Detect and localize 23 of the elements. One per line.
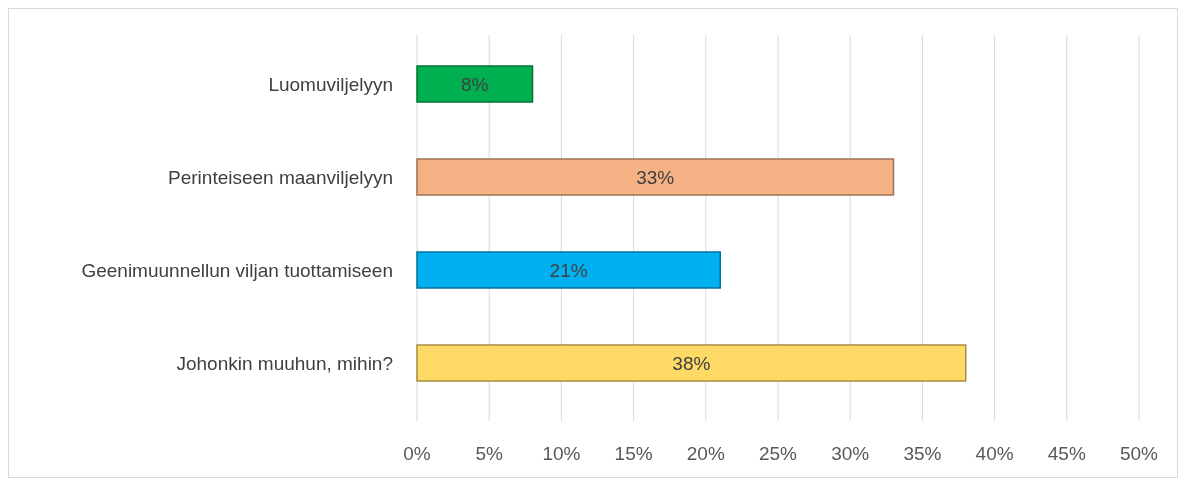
- y-tick-label: Johonkin muuhun, mihin?: [176, 352, 393, 374]
- x-tick-label: 10%: [542, 443, 581, 464]
- bar: [416, 344, 967, 382]
- x-tick-label: 30%: [831, 443, 870, 464]
- data-label: 8%: [461, 73, 489, 95]
- x-tick-label: 50%: [1119, 443, 1159, 464]
- x-tick-label: 20%: [686, 443, 725, 464]
- data-label: 33%: [636, 166, 675, 188]
- data-label: 21%: [549, 259, 588, 281]
- x-tick-label: 15%: [614, 443, 653, 464]
- bar: [416, 251, 721, 289]
- x-tick-label: 25%: [758, 443, 798, 464]
- x-tick-label: 5%: [475, 443, 504, 464]
- x-tick-label: 40%: [975, 443, 1014, 464]
- bar: [416, 65, 534, 103]
- data-label: 38%: [672, 352, 711, 374]
- x-tick-label: 35%: [903, 443, 942, 464]
- x-tick-label: 45%: [1047, 443, 1086, 464]
- y-tick-label: Perinteiseen maanviljelyyn: [168, 166, 393, 188]
- y-tick-label: Luomuviljelyyn: [268, 73, 393, 95]
- x-tick-label: 0%: [403, 443, 431, 464]
- bar: [416, 158, 895, 196]
- y-tick-label: Geenimuunnellun viljan tuottamiseen: [81, 259, 393, 281]
